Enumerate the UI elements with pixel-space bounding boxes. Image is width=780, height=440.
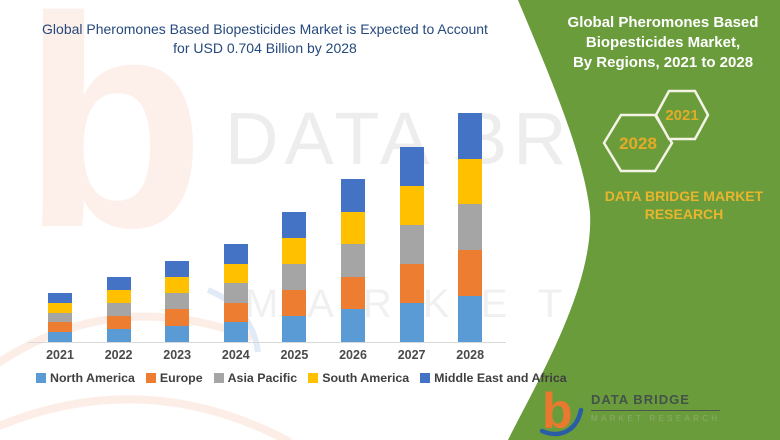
bar-segment-south-america (341, 211, 365, 245)
legend-item-middle-east-and-africa: Middle East and Africa (420, 371, 567, 385)
bar-segment-europe (165, 309, 190, 326)
bar-segment-middle-east-and-africa (282, 211, 307, 238)
bar-segment-north-america (341, 309, 365, 342)
x-axis-label: 2027 (397, 348, 426, 362)
bar-segment-europe (282, 289, 307, 316)
bar-segment-middle-east-and-africa (399, 146, 424, 186)
x-axis-label: 2026 (339, 348, 367, 362)
chart-title-line1: Global Pheromones Based Biopesticides Ma… (42, 21, 488, 37)
legend-swatch (420, 373, 431, 383)
chart-legend: North America Europe Asia Pacific South Ame… (36, 371, 567, 385)
bar-segment-asia-pacific (106, 302, 131, 316)
brand-wordmark-line1: DATA BRIDGE MARKET (604, 188, 764, 204)
legend-item-asia-pacific: Asia Pacific (213, 371, 298, 385)
x-axis-label: 2021 (46, 348, 74, 362)
footer-logo: b DATA BRIDGE MARKET RESEARCH (536, 384, 721, 438)
bar-segment-europe (458, 250, 483, 297)
bar-segment-asia-pacific (282, 263, 307, 290)
watermark-text-top: DATA BR (225, 97, 573, 180)
bar-segment-north-america (282, 315, 307, 342)
legend-label: Europe (159, 371, 203, 385)
hexagon-2028 (602, 113, 674, 173)
logo-name: DATA BRIDGE (591, 392, 721, 411)
watermark-logo-letter: b (22, 0, 206, 290)
x-axis-label: 2024 (221, 348, 250, 362)
bar-segment-europe (106, 315, 131, 329)
plot-area: 2021 2022 2023 2024 2025 2026 2027 2028 (28, 88, 506, 362)
bar-segment-north-america (399, 302, 424, 342)
bar-segment-south-america (48, 302, 72, 313)
bar-segment-asia-pacific (458, 204, 483, 251)
hexagon-2021-label: 2021 (665, 107, 698, 124)
x-axis-label: 2028 (456, 348, 485, 362)
logo-tagline: MARKET RESEARCH (591, 413, 721, 423)
legend-swatch (36, 373, 46, 383)
legend-item-south-america: South America (308, 371, 409, 385)
legend-label: South America (322, 371, 410, 385)
x-axis-label: 2023 (163, 348, 192, 362)
bar-segment-middle-east-and-africa (223, 244, 248, 264)
legend-swatch (308, 373, 319, 383)
bar-segment-asia-pacific (165, 293, 190, 310)
side-panel-heading-line2: Biopesticides Market, (585, 34, 741, 51)
bar-segment-europe (223, 302, 248, 323)
bar-segment-middle-east-and-africa (341, 179, 365, 212)
bar-segment-south-america (165, 276, 190, 294)
legend-label: Middle East and Africa (434, 371, 567, 385)
hexagon-2021 (654, 89, 710, 141)
bar-segment-south-america (106, 289, 131, 303)
bar-segment-asia-pacific (223, 283, 248, 303)
bar-segment-europe (341, 276, 365, 310)
legend-swatch (213, 373, 224, 383)
bar-segment-asia-pacific (399, 224, 424, 264)
bar-segment-europe (48, 322, 72, 333)
brand-wordmark: DATA BRIDGE MARKET RESEARCH (588, 188, 780, 223)
bar-segment-asia-pacific (341, 244, 365, 277)
chart-title: Global Pheromones Based Biopesticides Ma… (15, 20, 515, 58)
bar-segment-middle-east-and-africa (458, 112, 483, 159)
brand-wordmark-line2: RESEARCH (644, 205, 724, 222)
year-hexagons: 2028 2021 (602, 89, 710, 173)
bar-segment-south-america (282, 237, 307, 264)
bar-segment-europe (399, 263, 424, 303)
bar-segment-south-america (458, 158, 483, 205)
bar-segment-middle-east-and-africa (165, 260, 190, 277)
chart-title-line2: for USD 0.704 Billion by 2028 (173, 40, 357, 56)
bar-segment-north-america (458, 296, 483, 342)
bar-segment-south-america (223, 263, 248, 284)
bar-segment-asia-pacific (48, 312, 72, 323)
bar-segment-north-america (165, 325, 190, 342)
logo-text-block: DATA BRIDGE MARKET RESEARCH (591, 392, 721, 423)
legend-item-europe: Europe (145, 371, 203, 385)
logo-swoosh (539, 407, 584, 437)
bar-segment-north-america (106, 328, 131, 342)
bar-segment-middle-east-and-africa (48, 293, 72, 303)
bar-segment-middle-east-and-africa (106, 276, 131, 290)
bar-segment-north-america (48, 332, 72, 342)
legend-label: Asia Pacific (227, 371, 298, 385)
bar-segment-north-america (223, 322, 248, 342)
data-bridge-logo-icon: b (539, 384, 584, 438)
x-axis-label: 2025 (280, 348, 309, 362)
side-panel-heading-line3: By Regions, 2021 to 2028 (572, 54, 754, 71)
bar-segment-south-america (399, 185, 424, 225)
x-axis-label: 2022 (104, 348, 133, 362)
legend-item-north-america: North America (36, 371, 135, 385)
side-panel-heading: Global Pheromones Based Biopesticides Ma… (548, 13, 778, 73)
side-panel-heading-line1: Global Pheromones Based (567, 14, 759, 31)
legend-swatch (145, 373, 156, 383)
hexagon-2028-label: 2028 (619, 134, 657, 153)
legend-label: North America (50, 371, 135, 385)
